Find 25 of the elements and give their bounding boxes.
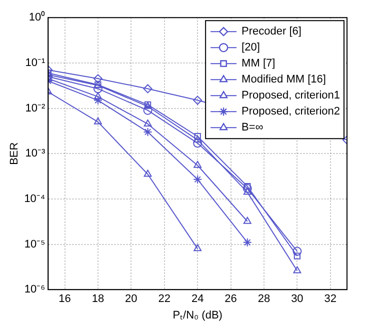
x-tick-label: 32 <box>324 293 337 306</box>
x-tick-label: 22 <box>158 293 170 306</box>
legend-label: [20] <box>242 42 260 54</box>
x-tick-label: 30 <box>291 293 304 306</box>
x-tick-label: 16 <box>58 293 71 306</box>
x-axis-title: Pₜ/N₀ (dB) <box>172 309 222 322</box>
legend-label: Proposed, criterion1 <box>242 90 340 102</box>
x-tick-label: 28 <box>258 293 270 306</box>
x-tick-label: 24 <box>191 293 204 306</box>
y-tick-label: 10⁻⁶ <box>24 284 46 296</box>
legend-label: Precoder [6] <box>242 26 302 38</box>
legend-label: MM [7] <box>242 58 276 70</box>
legend-label: B=∞ <box>242 122 264 134</box>
legend-label: Modified MM [16] <box>242 74 326 86</box>
y-axis-title: BER <box>8 142 21 165</box>
y-tick-label: 10⁻² <box>25 102 46 114</box>
legend-label: Proposed, criterion2 <box>242 106 340 118</box>
x-tick-label: 26 <box>224 293 237 306</box>
y-tick-label: 10⁻⁴ <box>24 192 46 205</box>
y-tick-label: 10⁻¹ <box>25 56 46 69</box>
x-tick-label: 18 <box>92 293 104 306</box>
y-tick-label: 10⁰ <box>28 10 46 24</box>
y-tick-label: 10⁻⁵ <box>24 238 46 250</box>
y-tick-label: 10⁻³ <box>25 148 46 160</box>
x-tick-label: 20 <box>125 293 138 306</box>
